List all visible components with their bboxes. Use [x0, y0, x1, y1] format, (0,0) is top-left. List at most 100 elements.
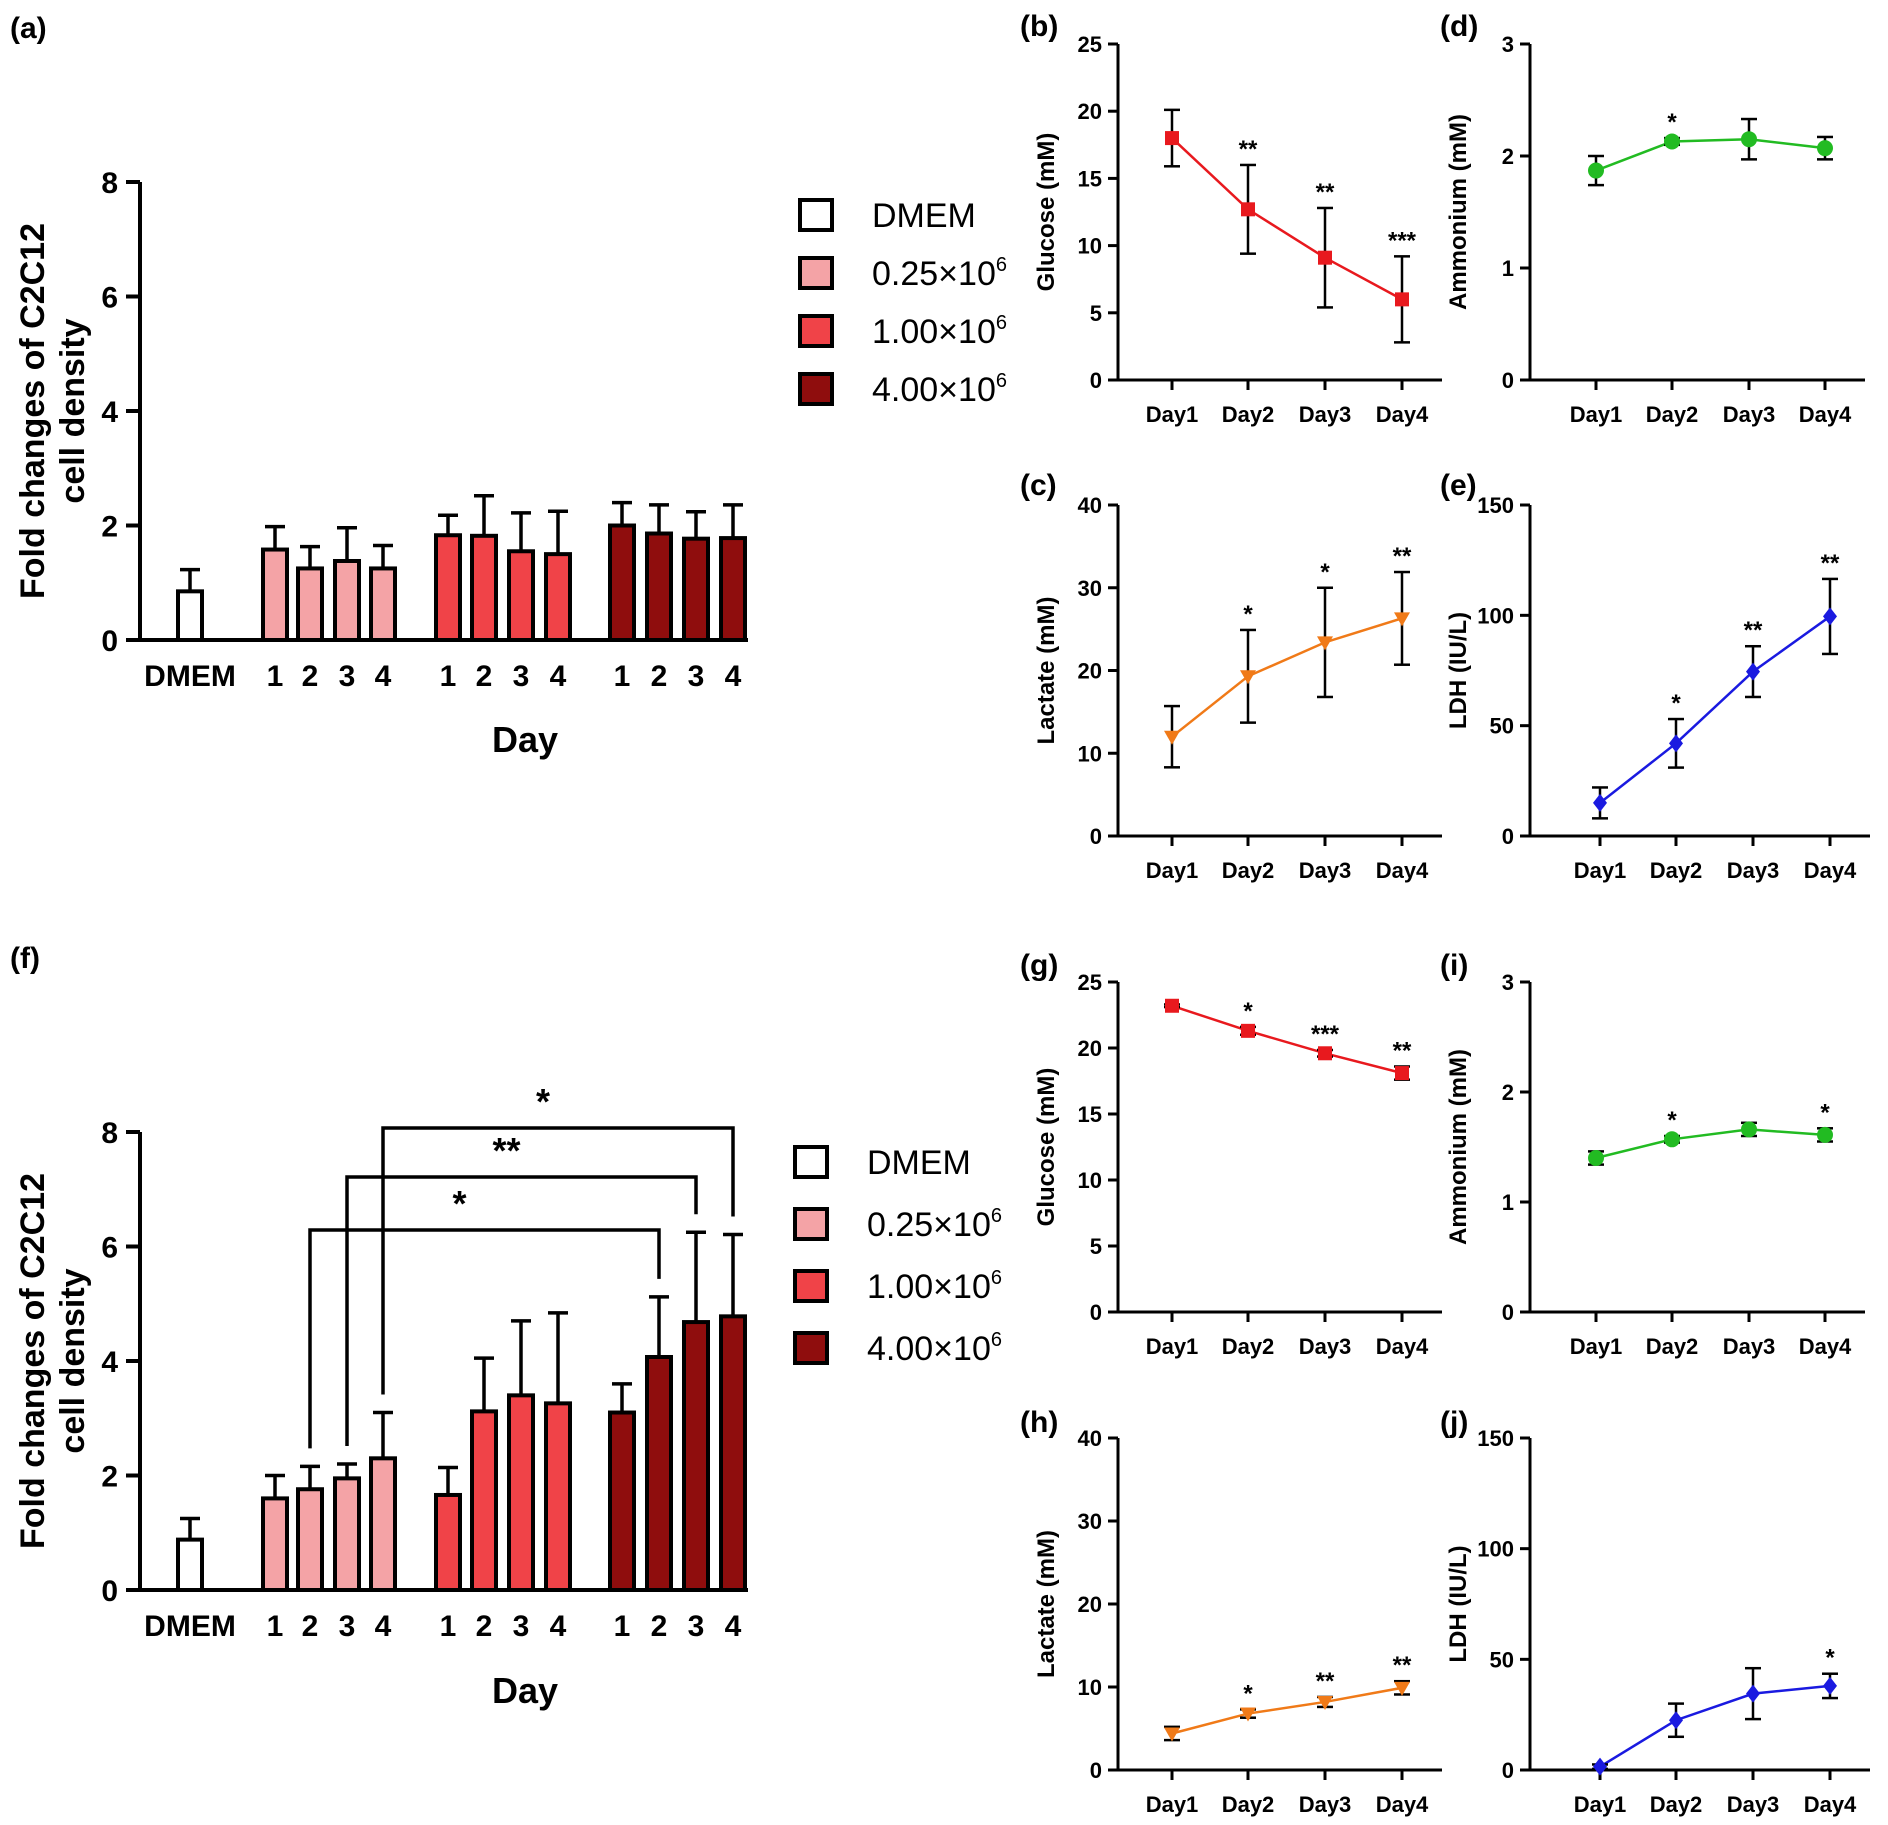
- y-label-text: Lactate (mM): [1033, 596, 1060, 744]
- panel-g: (g) 0 5 10 15 20 25 Day1 Day2 Day3 Day4 Glucose (mM…: [1020, 949, 1442, 1359]
- panel-label: (b): [1020, 10, 1058, 43]
- legend-swatch: [798, 372, 834, 406]
- y-tick-label: 0: [1502, 824, 1514, 849]
- bar: [369, 1456, 397, 1592]
- bar: [434, 1492, 462, 1592]
- panel-label: (i): [1440, 949, 1468, 982]
- x-tick-label-day: 4: [375, 660, 392, 693]
- y-tick-label: 2: [101, 1461, 118, 1494]
- series-line: [1595, 137, 1826, 172]
- data-point: [1664, 1131, 1680, 1148]
- panel-label: (a): [10, 12, 47, 45]
- y-tick-label: 0: [1090, 1758, 1102, 1783]
- data-point: [1165, 998, 1179, 1013]
- y-tick-label: 40: [1078, 493, 1102, 518]
- y-axis-label: Lactate (mM): [1033, 596, 1060, 744]
- x-tick-label: Day3: [1727, 858, 1780, 883]
- data-point: [1741, 131, 1757, 148]
- legend-swatch: [793, 1269, 829, 1303]
- significance-label: **: [1821, 550, 1840, 577]
- y-tick-label: 30: [1078, 1509, 1102, 1534]
- legend-label: DMEM: [872, 197, 976, 235]
- x-tick-label-day: 1: [440, 660, 457, 693]
- legend-swatch: [793, 1331, 829, 1365]
- data-point: [1394, 1681, 1410, 1696]
- x-tick-label: Day4: [1804, 858, 1857, 883]
- bar: [261, 1496, 289, 1593]
- legend-label-main: DMEM: [867, 1144, 971, 1182]
- legend-label: 0.25×106: [867, 1205, 1002, 1244]
- significance-label: **: [1316, 179, 1335, 206]
- y-tick-label: 50: [1490, 714, 1514, 739]
- x-tick-label: Day3: [1727, 1792, 1780, 1817]
- y-tick-label: 0: [101, 625, 118, 658]
- x-tick-label: Day3: [1299, 1334, 1352, 1359]
- y-tick-label: 0: [1502, 1300, 1514, 1325]
- x-tick-label-day: 2: [476, 660, 493, 693]
- y-axis-label: Glucose (mM): [1033, 133, 1060, 292]
- x-tick-label-day: 1: [267, 660, 284, 693]
- y-axis-label: LDH (IU/L): [1445, 1545, 1472, 1662]
- panel-label: (f): [10, 942, 40, 975]
- bar: [645, 1354, 673, 1593]
- legend-label: 1.00×106: [872, 312, 1007, 351]
- y-tick-label: 20: [1078, 1036, 1102, 1061]
- y-axis-label: LDH (IU/L): [1445, 612, 1472, 729]
- panel-b: (b) 0 5 10 15 20 25 Day1 Day2 Day3 Day4 Glucose (mM…: [1020, 10, 1442, 427]
- x-tick-label: Day3: [1299, 858, 1352, 883]
- bar: [470, 533, 498, 642]
- significance-label: *: [1320, 559, 1330, 586]
- y-tick-label: 1: [1502, 256, 1514, 281]
- y-tick-label: 0: [1090, 1300, 1102, 1325]
- y-label-text: Glucose (mM): [1033, 133, 1060, 292]
- legend-label-exponent: 6: [991, 1205, 1002, 1227]
- bar: [719, 1314, 747, 1592]
- data-point: [1817, 140, 1833, 157]
- data-point: [1746, 1684, 1760, 1703]
- legend-label: 0.25×106: [872, 254, 1007, 293]
- legend-label-exponent: 6: [996, 254, 1007, 276]
- x-tick-label: Day3: [1299, 402, 1352, 427]
- y-tick-label: 30: [1078, 576, 1102, 601]
- significance-bracket: [345, 1175, 698, 1447]
- x-tick-label-day: 4: [725, 660, 742, 693]
- significance-bracket: [308, 1228, 661, 1449]
- y-tick-label: 1: [1502, 1190, 1514, 1215]
- panel-h: (h) 0 10 20 30 40 Day1 Day2 Day3 Day4 Lactate (mM)…: [1020, 1406, 1442, 1817]
- series-line: [1599, 1684, 1831, 1768]
- x-tick-label-day: 1: [614, 1610, 631, 1643]
- data-point: [1241, 1023, 1255, 1038]
- series-line: [1171, 1686, 1403, 1735]
- y-tick-label: 15: [1078, 1102, 1102, 1127]
- x-tick-label: Day4: [1804, 1792, 1857, 1817]
- legend-label-main: 0.25×10: [872, 255, 996, 293]
- legend-label-main: 1.00×10: [872, 313, 996, 351]
- y-tick-label: 3: [1502, 970, 1514, 995]
- data-point: [1395, 292, 1409, 307]
- legend-label-main: 4.00×10: [867, 1330, 991, 1368]
- legend-label-main: DMEM: [872, 197, 976, 235]
- legend-label-main: 4.00×10: [872, 371, 996, 409]
- legend-swatch: [798, 198, 834, 232]
- bar: [176, 589, 204, 643]
- significance-label: **: [1393, 543, 1412, 570]
- x-tick-label-day: 2: [476, 1610, 493, 1643]
- significance-label: *: [1825, 1645, 1835, 1672]
- significance-label: *: [1671, 690, 1681, 717]
- y-tick-label: 20: [1078, 659, 1102, 684]
- x-tick-label-dmem: DMEM: [144, 1610, 236, 1643]
- bar: [434, 533, 462, 642]
- legend-label-exponent: 6: [996, 312, 1007, 334]
- data-point: [1165, 131, 1179, 146]
- y-tick-label: 150: [1477, 1426, 1514, 1451]
- x-tick-label-day: 2: [651, 1610, 668, 1643]
- y-tick-label: 100: [1477, 603, 1514, 628]
- series-line: [1171, 1004, 1403, 1075]
- legend-label: 4.00×106: [867, 1329, 1002, 1368]
- x-tick-label-day: 4: [725, 1610, 742, 1643]
- x-tick-label-day: 2: [302, 660, 319, 693]
- panel-label: (c): [1020, 469, 1057, 502]
- x-tick-label: Day2: [1222, 402, 1275, 427]
